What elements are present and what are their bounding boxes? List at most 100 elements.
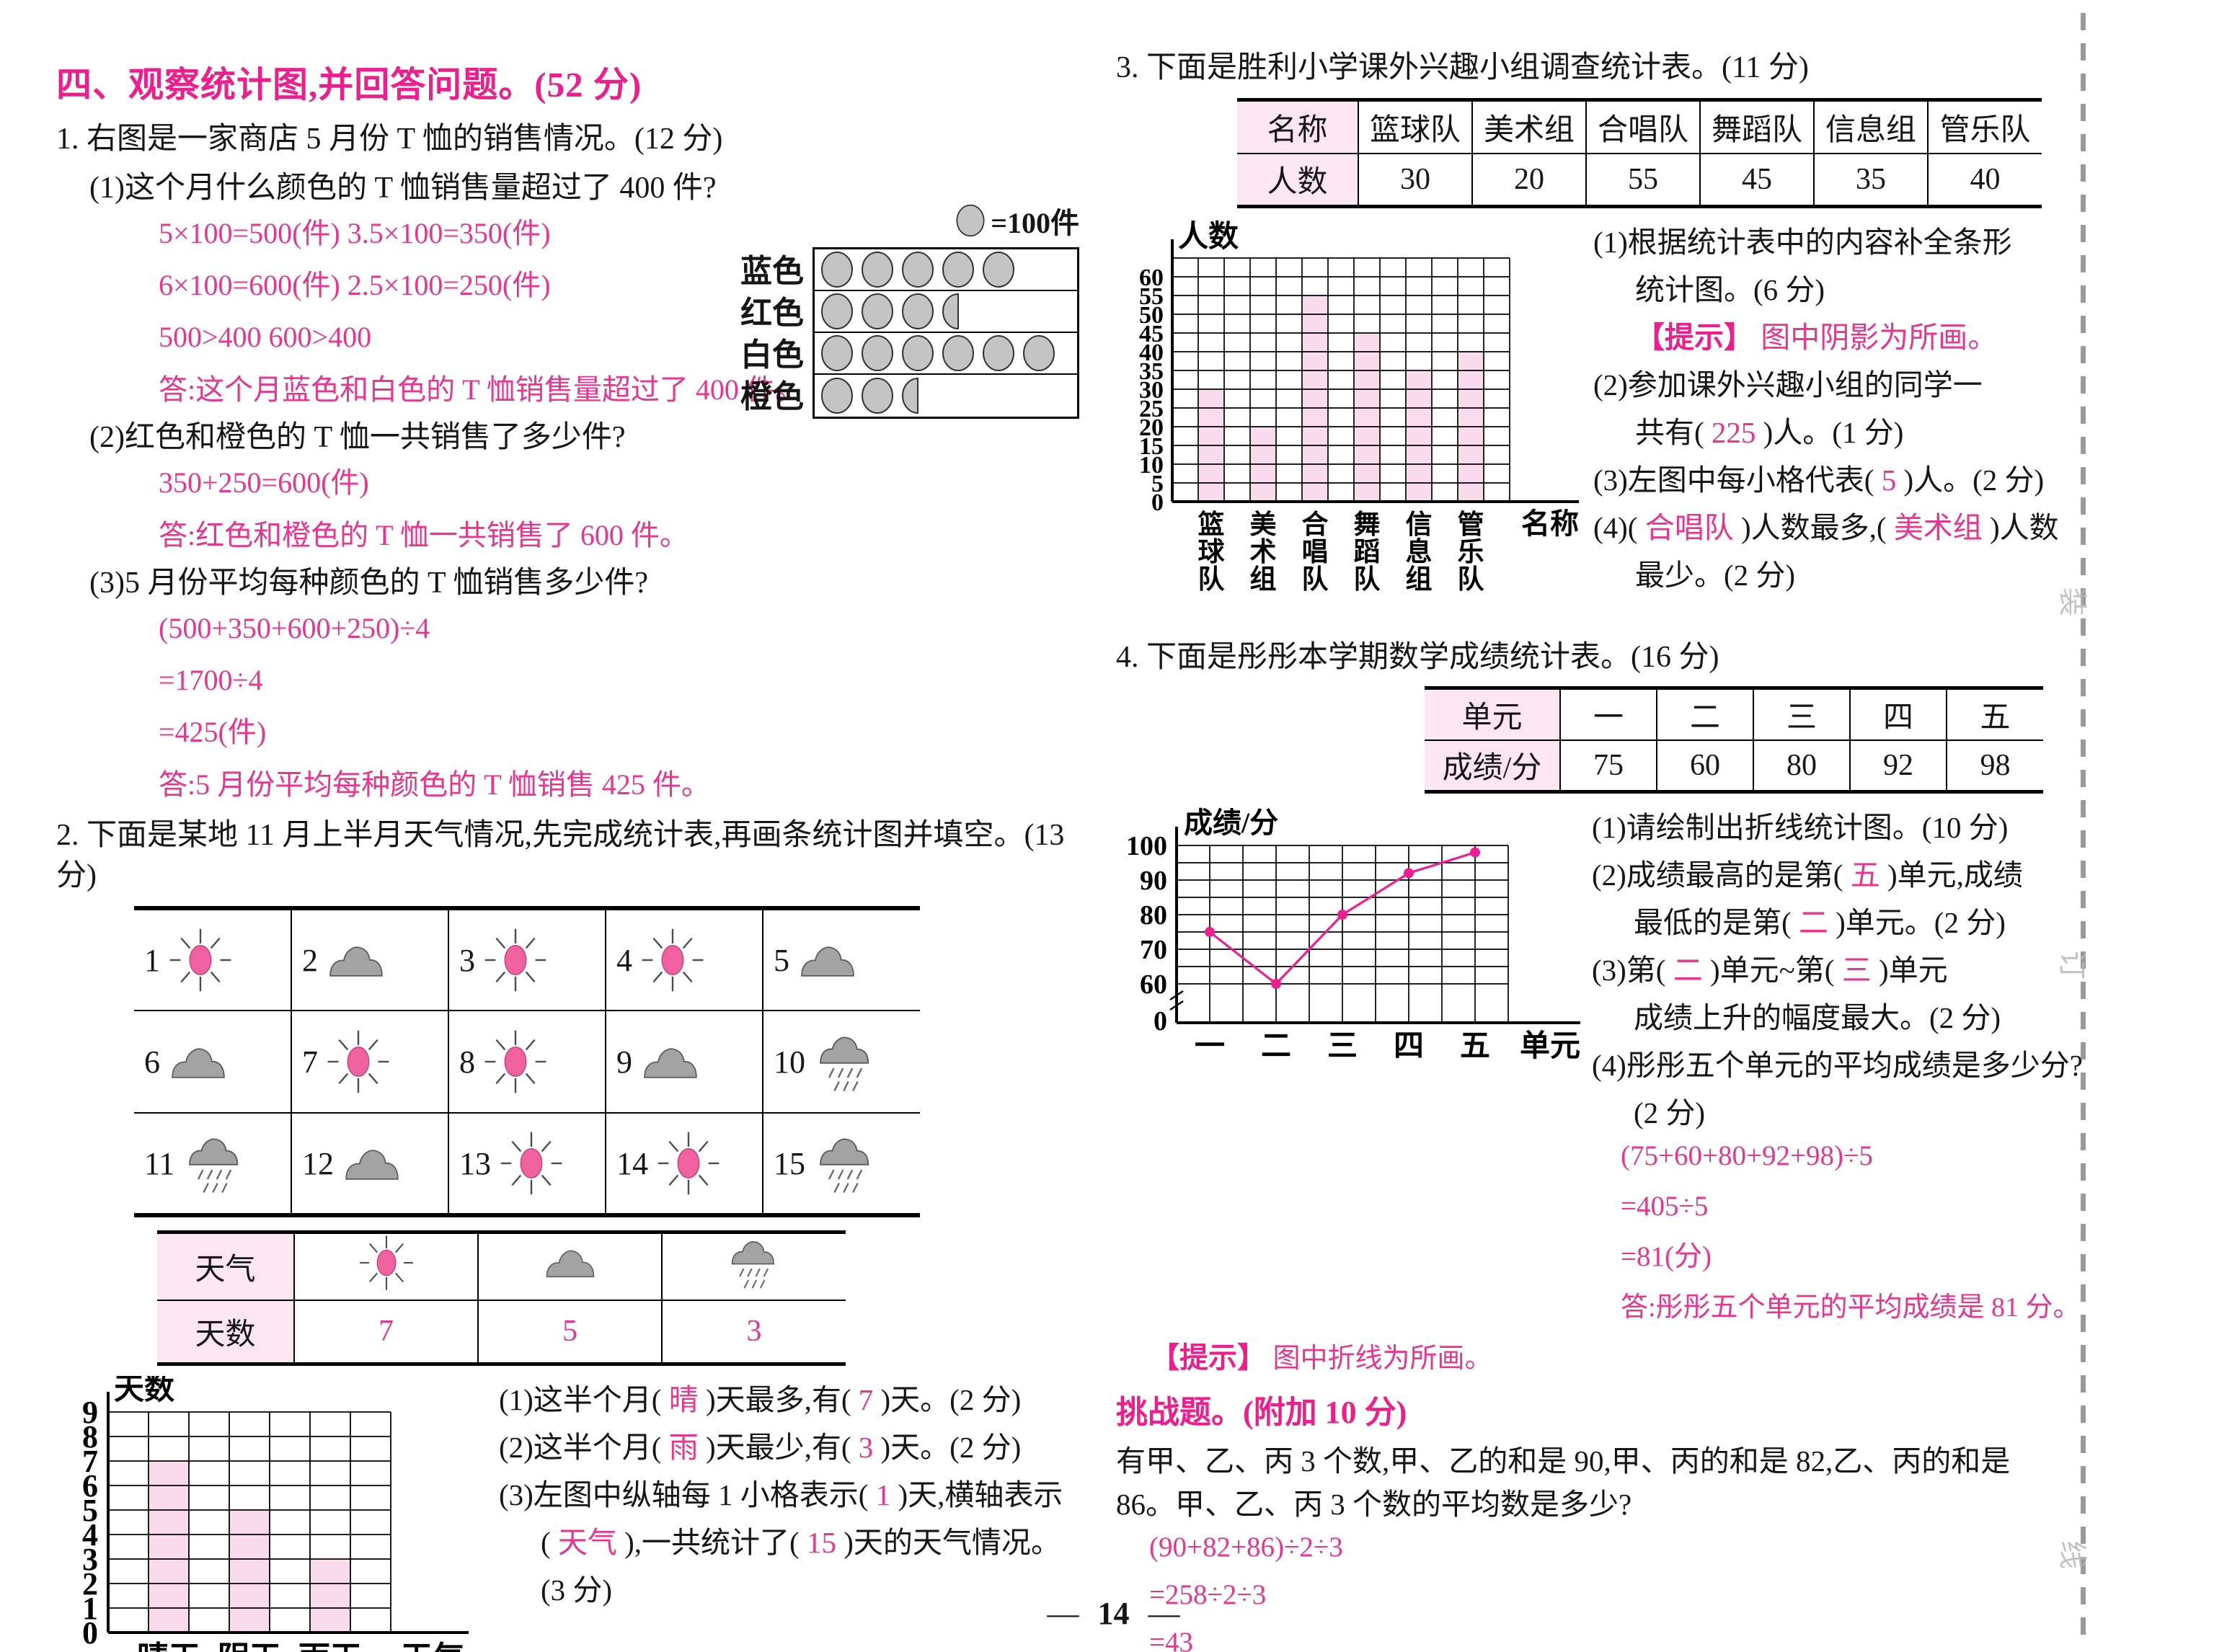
day-number: 7 [302,1044,318,1080]
text-segment: (1)请绘制出折线统计图。(10 分) [1592,811,2009,844]
unit-circle-icon [956,204,985,237]
table-cell: 篮球队 [1358,99,1473,154]
bar-合唱队 [1302,296,1328,502]
text-segment: 合唱队 [1644,511,1734,544]
clubs-bar-svg: 051015202530354045505560人数篮球队美术组合唱队舞蹈队信息… [1139,220,1579,595]
unit-circle-icon [942,335,974,371]
y-tick: 0 [1154,1006,1167,1036]
text-segment: (1)这半个月( [499,1382,669,1416]
q3-questions: (1)根据统计表中的内容补全条形 统计图。(6 分) 【提示】 图中阴影为所画。 (2… [1593,218,2059,626]
x-axis-label: 天气 [401,1640,464,1652]
question-line: (2 分) [1634,1089,2083,1137]
calendar-cell: 4 [605,908,763,1011]
text-segment: )人数最多,( [1733,511,1894,544]
q2-questions: (1)这半个月( 晴 )天最多,有( 7 )天。(2 分) (2)这半个月( 雨 … [499,1376,1063,1652]
unit-circle-icon [821,252,853,288]
sun-icon [484,1030,546,1093]
y-tick: 45 [1139,321,1164,347]
unit-circle-icon [862,335,893,371]
section-title: 四、观察统计图,并回答问题。(52 分) [56,65,642,105]
y-tick: 4 [82,1517,98,1553]
text-segment: 统计图。(6 分) [1635,273,1825,306]
data-point-四 [1404,868,1414,879]
text-segment: (3)左图中纵轴每 1 小格表示( [499,1478,876,1511]
y-tick: 35 [1139,358,1164,385]
unit-circle-icon [821,293,853,329]
question-line: (2)这半个月( 雨 )天最少,有( 3 )天。(2 分) [499,1424,1063,1471]
text-segment: )单元。(2 分) [1828,906,2006,939]
work-line: =81(分) [1621,1241,1712,1272]
calendar-cell: 8 [448,1010,606,1114]
x-axis-label: 名称 [1521,507,1579,540]
text-segment: 最少。(2 分) [1635,559,1796,592]
score-line-svg: 100 90 80 70 60 0 成绩/分一 二 三 四 五单元 [1126,807,1580,1063]
y-tick: 5 [1151,471,1164,497]
footer-dash: — [1047,1596,1079,1631]
data-point-二 [1271,979,1281,989]
question-1: 1. 右图是一家商店 5 月份 T 恤的销售情况。(12 分) (1)这个月什么… [56,119,1084,804]
table-cell: 55 [1585,152,1701,207]
text-segment: 最低的是第( [1634,906,1799,939]
y-tick: 90 [1140,866,1167,896]
pictograph-row [815,333,1077,375]
table-cell: 35 [1813,152,1929,207]
text-segment: (2)参加课外兴趣小组的同学一 [1593,368,1983,401]
work-line: 6×100=600(件) 2.5×100=250(件) [159,269,551,301]
table-header: 人数 [1237,152,1359,207]
q4-answer: 答:彤彤五个单元的平均成绩是 81 分。 [1621,1292,2081,1323]
weather-chart-section: 0123456789天数晴天阴天雨天天气 (1)这半个月( 晴 )天最多,有( … [56,1372,1084,1652]
half-circle-icon [942,293,959,330]
x-category: 晴天 [137,1640,200,1652]
table-cell: 管乐队 [1927,99,2042,154]
table-header: 天数 [157,1300,295,1364]
rain-icon [820,1036,869,1092]
work-line: (90+82+86)÷2÷3 [1149,1532,1343,1563]
unit-circle-icon [902,335,934,371]
day-number: 9 [616,1044,632,1080]
clubs-table: 名称 篮球队 美术组 合唱队 舞蹈队 信息组 管乐队 人数 30 20 55 45 35 40 [1116,98,2075,208]
text-segment: )天。(2 分) [873,1430,1022,1464]
pictograph-row [815,249,1077,291]
x-category-char: 乐 [1458,537,1484,567]
q1-sub2-question: (2)红色和橙色的 T 恤一共销售了多少件? [89,421,626,454]
rain-icon [731,1241,775,1289]
question-line: (4)彤彤五个单元的平均成绩是多少分? [1592,1042,2083,1089]
text-segment: 天气 [557,1525,617,1559]
q4-questions: (1)请绘制出折线统计图。(10 分) (2)成绩最高的是第( 五 )单元,成绩最… [1592,804,2083,1137]
y-tick: 25 [1139,396,1164,422]
text-segment: 225 [1711,416,1756,449]
x-category: 雨天 [298,1640,362,1652]
day-number: 15 [774,1145,805,1181]
pictograph-grid [813,247,1079,419]
x-category-char: 球 [1198,537,1226,567]
data-point-一 [1205,927,1215,937]
question-line: 最少。(2 分) [1635,551,2059,599]
table-cell: 60 [1656,739,1754,792]
sun-icon [658,1132,720,1195]
x-category: 二 [1261,1030,1291,1063]
table-cell: 98 [1946,739,2043,792]
text-segment: 雨 [668,1430,699,1464]
x-category-char: 唱 [1302,538,1329,567]
work-line: 5×100=500(件) 3.5×100=350(件) [159,217,551,249]
unit-circle-icon [942,252,974,288]
x-category-char: 篮 [1198,510,1225,540]
clubs-data-table: 名称 篮球队 美术组 合唱队 舞蹈队 信息组 管乐队 人数 30 20 55 45 35 40 [1237,98,2042,208]
q4-work: (75+60+80+92+98)÷5 =405÷5 =81(分) [1621,1140,2075,1274]
calendar-cell: 3 [448,908,606,1011]
footer-dash: — [1148,1596,1180,1631]
x-category-char: 信 [1406,510,1433,540]
calendar-cell: 13 [448,1112,606,1215]
sun-icon [484,928,546,992]
calendar-cell: 7 [291,1010,449,1114]
calendar-cell: 1 [134,908,292,1011]
text-segment: 三 [1841,954,1872,987]
table-cell: 五 [1946,688,2043,741]
text-segment: (3 分) [541,1573,613,1607]
text-segment: )单元~第( [1702,954,1842,987]
q1-sub2-work: 350+250=600(件) [56,465,1084,501]
calendar-cell: 2 [291,908,449,1011]
y-tick: 40 [1139,339,1164,366]
calendar-cell: 14 [605,1112,763,1215]
